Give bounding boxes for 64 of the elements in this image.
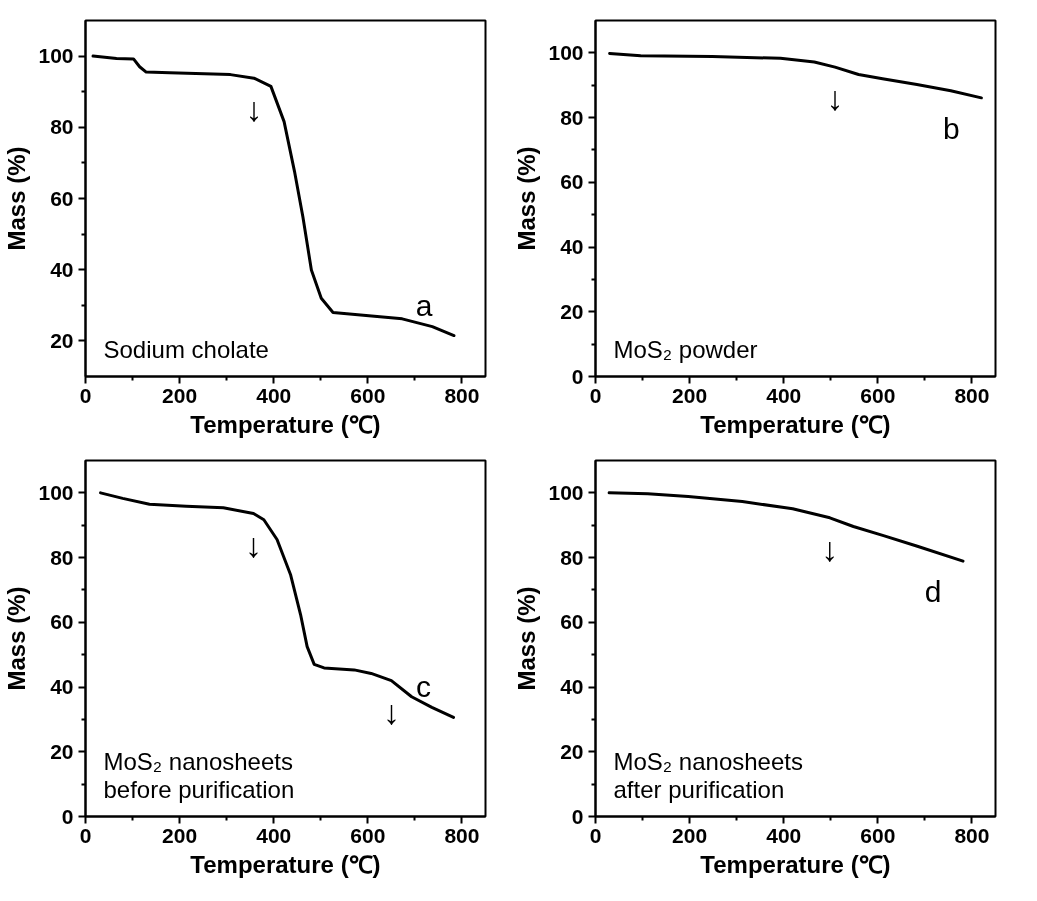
y-tick-label: 60 — [50, 186, 74, 210]
x-tick-label: 600 — [860, 383, 896, 407]
y-tick-label: 20 — [560, 299, 584, 323]
y-tick-label: 60 — [560, 170, 584, 194]
x-axis-title: Temperature (℃) — [190, 850, 381, 878]
y-tick-label: 40 — [560, 675, 584, 699]
y-axis-title: Mass (%) — [3, 586, 31, 691]
annotation: c — [416, 670, 431, 704]
annotation: ↓ — [826, 79, 844, 118]
y-axis-title: Mass (%) — [513, 146, 541, 251]
y-axis-title: Mass (%) — [3, 146, 31, 251]
annotation: Sodium cholate — [103, 335, 269, 363]
annotation: b — [943, 111, 960, 145]
y-tick-label: 100 — [548, 480, 584, 504]
y-tick-label: 0 — [571, 364, 584, 388]
annotation: ↓ — [821, 529, 839, 568]
annotation: MoS₂ powder — [613, 335, 758, 363]
y-axis-title: Mass (%) — [513, 586, 541, 691]
x-tick-label: 800 — [954, 823, 990, 847]
x-tick-label: 0 — [79, 383, 92, 407]
y-tick-label: 100 — [38, 480, 74, 504]
y-tick-label: 60 — [560, 610, 584, 634]
x-tick-label: 800 — [444, 383, 480, 407]
x-tick-label: 200 — [162, 823, 198, 847]
annotation: ↓ — [382, 692, 400, 731]
y-tick-label: 100 — [38, 44, 74, 68]
y-tick-label: 0 — [571, 804, 584, 828]
x-tick-label: 0 — [589, 383, 602, 407]
x-tick-label: 400 — [256, 823, 292, 847]
annotation: ↓ — [245, 525, 262, 564]
y-tick-label: 20 — [50, 739, 74, 763]
annotation: MoS₂ nanosheets after purification — [613, 747, 803, 803]
annotation: d — [924, 575, 942, 609]
x-tick-label: 600 — [350, 383, 386, 407]
x-tick-label: 600 — [350, 823, 386, 847]
x-tick-label: 400 — [766, 383, 802, 407]
x-axis-title: Temperature (℃) — [700, 850, 891, 878]
x-tick-label: 200 — [672, 823, 708, 847]
x-tick-label: 400 — [256, 383, 292, 407]
y-tick-label: 40 — [560, 235, 584, 259]
x-tick-label: 800 — [444, 823, 480, 847]
annotation: ↓ — [245, 90, 263, 129]
x-tick-label: 0 — [79, 823, 92, 847]
x-tick-label: 800 — [954, 383, 990, 407]
x-tick-label: 200 — [672, 383, 708, 407]
y-tick-label: 40 — [50, 675, 74, 699]
y-tick-label: 80 — [50, 545, 74, 569]
x-tick-label: 400 — [766, 823, 802, 847]
y-tick-label: 80 — [560, 545, 584, 569]
annotation: a — [415, 288, 433, 322]
x-tick-label: 600 — [860, 823, 896, 847]
y-tick-label: 40 — [50, 257, 74, 281]
y-tick-label: 80 — [50, 115, 74, 139]
x-axis-title: Temperature (℃) — [190, 410, 381, 438]
x-tick-label: 0 — [589, 823, 602, 847]
y-tick-label: 60 — [50, 610, 74, 634]
y-tick-label: 80 — [560, 105, 584, 129]
y-tick-label: 20 — [50, 328, 74, 352]
y-tick-label: 20 — [560, 739, 584, 763]
x-axis-title: Temperature (℃) — [700, 410, 891, 438]
x-tick-label: 200 — [162, 383, 198, 407]
y-tick-label: 0 — [61, 804, 74, 828]
y-tick-label: 100 — [548, 40, 584, 64]
annotation: MoS₂ nanosheets before purification — [103, 747, 295, 803]
